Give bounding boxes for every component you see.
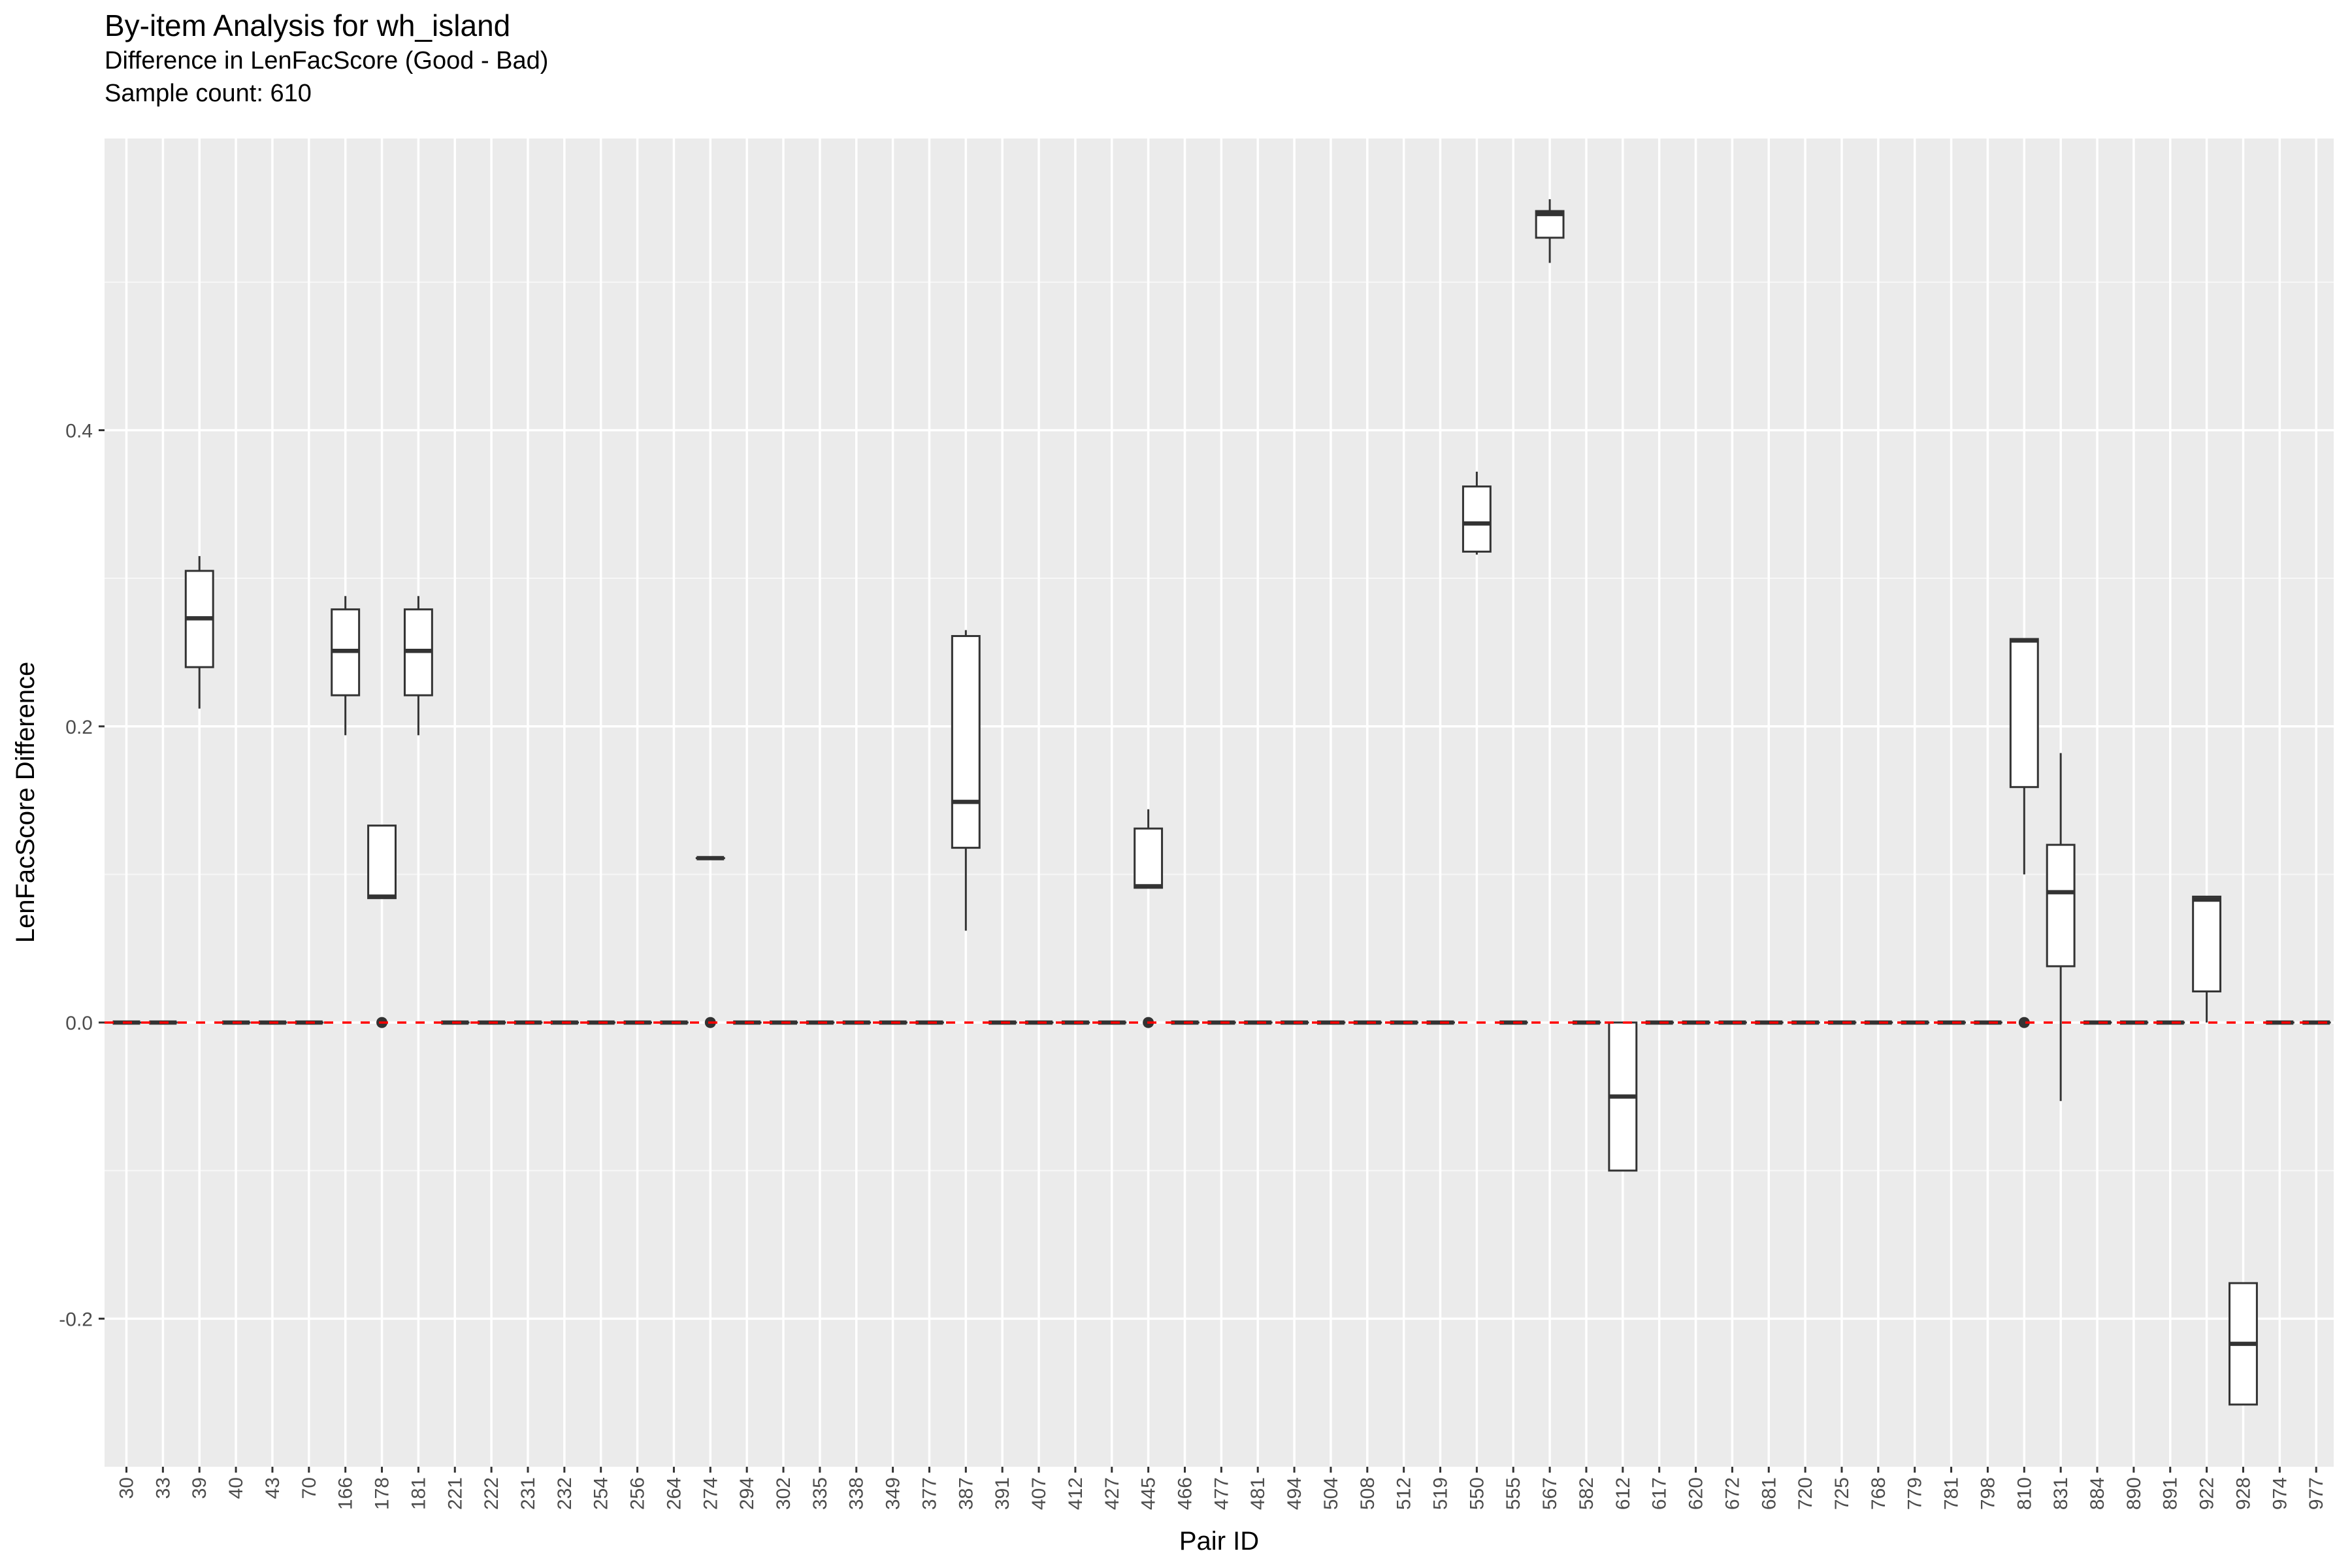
x-tick-label: 30 (116, 1477, 138, 1499)
box-550 (1462, 471, 1492, 555)
x-tick-label: 550 (1466, 1477, 1488, 1510)
x-tick-label: 302 (773, 1477, 794, 1510)
x-tick-label: 274 (700, 1477, 721, 1510)
x-tick-label: 779 (1904, 1477, 1926, 1510)
x-tick-label: 725 (1831, 1477, 1853, 1510)
x-tick-label: 977 (2306, 1477, 2327, 1510)
x-tick-label: 222 (481, 1477, 502, 1510)
x-tick-label: 672 (1722, 1477, 1743, 1510)
x-tick-label: 612 (1612, 1477, 1634, 1510)
x-tick-label: 70 (299, 1477, 320, 1499)
x-tick-label: 928 (2232, 1477, 2254, 1510)
box-567 (1535, 199, 1565, 263)
x-tick-label: 512 (1394, 1477, 1415, 1510)
x-tick-label: 40 (225, 1477, 247, 1499)
x-tick-label: 508 (1357, 1477, 1379, 1510)
grid-lines (105, 139, 2334, 1467)
box-166 (331, 596, 361, 736)
x-tick-label: 181 (408, 1477, 429, 1510)
x-tick-label: 798 (1977, 1477, 1999, 1510)
x-tick-label: 412 (1065, 1477, 1086, 1510)
x-tick-label: 922 (2197, 1477, 2218, 1510)
x-tick-label: 232 (554, 1477, 576, 1510)
x-tick-label: 335 (809, 1477, 831, 1510)
box-body (2046, 843, 2076, 968)
x-tick-label: 43 (262, 1477, 284, 1499)
x-tick-label: 231 (517, 1477, 539, 1510)
y-axis: -0.2 0.0 0.2 0.4 (59, 420, 105, 1330)
box-928 (2229, 1282, 2258, 1406)
x-tick-label: 407 (1028, 1477, 1050, 1510)
box-922 (2192, 895, 2222, 1023)
x-axis: 30 33 39 40 43 70 166 178 181 221 222 231 232 254 256 2… (116, 1467, 2327, 1510)
x-tick-label: 582 (1576, 1477, 1597, 1510)
y-axis-label: LenFacScore Difference (11, 662, 40, 943)
y-tick-label: 0.0 (65, 1013, 93, 1034)
x-axis-label: Pair ID (1179, 1527, 1259, 1556)
chart-titles: By-item Analysis for wh_island Differenc… (105, 7, 548, 110)
box-body (2192, 895, 2222, 992)
x-tick-label: 681 (1758, 1477, 1780, 1510)
x-tick-label: 555 (1503, 1477, 1524, 1510)
plot-panel (105, 139, 2334, 1467)
x-tick-label: 481 (1247, 1477, 1269, 1510)
x-tick-label: 387 (955, 1477, 977, 1510)
x-tick-label: 891 (2160, 1477, 2181, 1510)
box-body (367, 825, 397, 900)
box-445 (1134, 809, 1164, 1028)
x-tick-label: 890 (2123, 1477, 2145, 1510)
box-body (1134, 827, 1164, 889)
box-831 (2046, 753, 2076, 1102)
x-tick-label: 221 (444, 1477, 466, 1510)
x-tick-label: 33 (152, 1477, 174, 1499)
box-39 (184, 556, 214, 709)
x-tick-label: 338 (846, 1477, 868, 1510)
x-tick-label: 720 (1795, 1477, 1816, 1510)
box-810 (2009, 638, 2039, 1028)
x-tick-label: 349 (883, 1477, 904, 1510)
chart-title: By-item Analysis for wh_island (105, 8, 511, 42)
box-body (951, 635, 981, 849)
x-tick-label: 294 (736, 1477, 758, 1510)
x-tick-label: 567 (1539, 1477, 1561, 1510)
y-tick-label: 0.4 (65, 420, 93, 442)
y-tick-label: -0.2 (59, 1309, 93, 1330)
x-tick-label: 391 (992, 1477, 1013, 1510)
x-tick-label: 831 (2050, 1477, 2072, 1510)
box-181 (403, 596, 433, 736)
x-tick-label: 39 (189, 1477, 210, 1499)
x-tick-label: 254 (591, 1477, 612, 1510)
x-tick-label: 519 (1430, 1477, 1452, 1510)
x-tick-label: 427 (1102, 1477, 1123, 1510)
x-tick-label: 620 (1686, 1477, 1707, 1510)
x-tick-label: 377 (919, 1477, 940, 1510)
x-tick-label: 178 (372, 1477, 393, 1510)
y-tick-label: 0.2 (65, 717, 93, 738)
box-387 (951, 630, 981, 931)
box-body (1462, 485, 1492, 553)
box-612 (1608, 1021, 1638, 1172)
box-body (2009, 638, 2039, 789)
x-tick-label: 504 (1320, 1477, 1342, 1510)
x-tick-label: 256 (627, 1477, 649, 1510)
x-tick-label: 494 (1284, 1477, 1305, 1510)
x-tick-label: 810 (2014, 1477, 2035, 1510)
x-tick-label: 768 (1868, 1477, 1889, 1510)
x-tick-label: 445 (1138, 1477, 1160, 1510)
x-tick-label: 166 (335, 1477, 357, 1510)
x-tick-label: 477 (1211, 1477, 1232, 1510)
chart-subtitle: Difference in LenFacScore (Good - Bad) (105, 47, 549, 74)
x-tick-label: 466 (1174, 1477, 1196, 1510)
chart-caption: Sample count: 610 (105, 80, 312, 107)
x-tick-label: 264 (663, 1477, 685, 1510)
box-178 (367, 825, 397, 1028)
outlier-point (2018, 1017, 2030, 1028)
x-tick-label: 974 (2269, 1477, 2291, 1510)
x-tick-label: 781 (1941, 1477, 1963, 1510)
x-tick-label: 884 (2087, 1477, 2108, 1510)
x-tick-label: 617 (1649, 1477, 1671, 1510)
